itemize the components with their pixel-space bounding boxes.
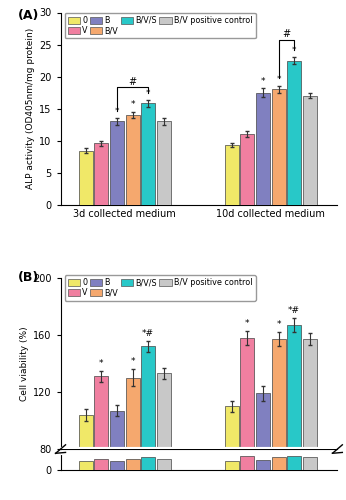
Text: *: * (245, 318, 250, 328)
Bar (225, 406, 239, 500)
Y-axis label: Cell viability (%): Cell viability (%) (20, 326, 29, 400)
Bar (272, 339, 285, 500)
Bar (157, 458, 171, 470)
Bar (240, 338, 254, 500)
Bar (287, 60, 301, 204)
Bar (110, 410, 124, 500)
Bar (240, 134, 254, 204)
Bar (110, 122, 124, 204)
Text: #: # (282, 30, 290, 40)
Text: *: * (292, 46, 297, 55)
Text: *#: *# (142, 328, 154, 338)
Text: *: * (115, 106, 119, 116)
Text: #: # (128, 77, 137, 87)
Bar (225, 145, 239, 204)
Bar (141, 457, 155, 470)
Text: *: * (130, 358, 135, 366)
Bar (157, 374, 171, 500)
Bar (303, 96, 317, 204)
Legend: 0, V, B, B/V, B/V/S, B/V positive control: 0, V, B, B/V, B/V/S, B/V positive contro… (65, 275, 256, 300)
Text: *: * (261, 76, 265, 86)
Bar (126, 378, 139, 500)
Text: *#: *# (288, 306, 300, 315)
Bar (79, 151, 93, 204)
Bar (272, 456, 285, 470)
Bar (256, 394, 270, 500)
Bar (126, 115, 139, 204)
Bar (94, 459, 108, 470)
Text: (B): (B) (18, 271, 39, 284)
Bar (141, 104, 155, 204)
Text: *: * (99, 358, 104, 368)
Legend: 0, V, B, B/V, B/V/S, B/V positive control: 0, V, B, B/V, B/V/S, B/V positive contro… (65, 12, 256, 38)
Bar (303, 456, 317, 470)
Text: *: * (276, 320, 281, 329)
Bar (225, 460, 239, 470)
Bar (79, 461, 93, 470)
Bar (240, 456, 254, 470)
Bar (157, 122, 171, 204)
Text: (A): (A) (18, 8, 39, 22)
Bar (287, 325, 301, 500)
Bar (126, 459, 139, 470)
Bar (79, 415, 93, 500)
Bar (272, 90, 285, 204)
Bar (141, 346, 155, 500)
Text: *: * (146, 88, 151, 98)
Bar (256, 460, 270, 470)
Bar (110, 461, 124, 470)
Text: *: * (276, 74, 281, 84)
Bar (94, 143, 108, 204)
Bar (303, 339, 317, 500)
Bar (256, 92, 270, 204)
Y-axis label: ALP activity (OD405nm/mg protein): ALP activity (OD405nm/mg protein) (26, 28, 35, 189)
Bar (287, 456, 301, 470)
Bar (94, 376, 108, 500)
Text: *: * (130, 100, 135, 110)
